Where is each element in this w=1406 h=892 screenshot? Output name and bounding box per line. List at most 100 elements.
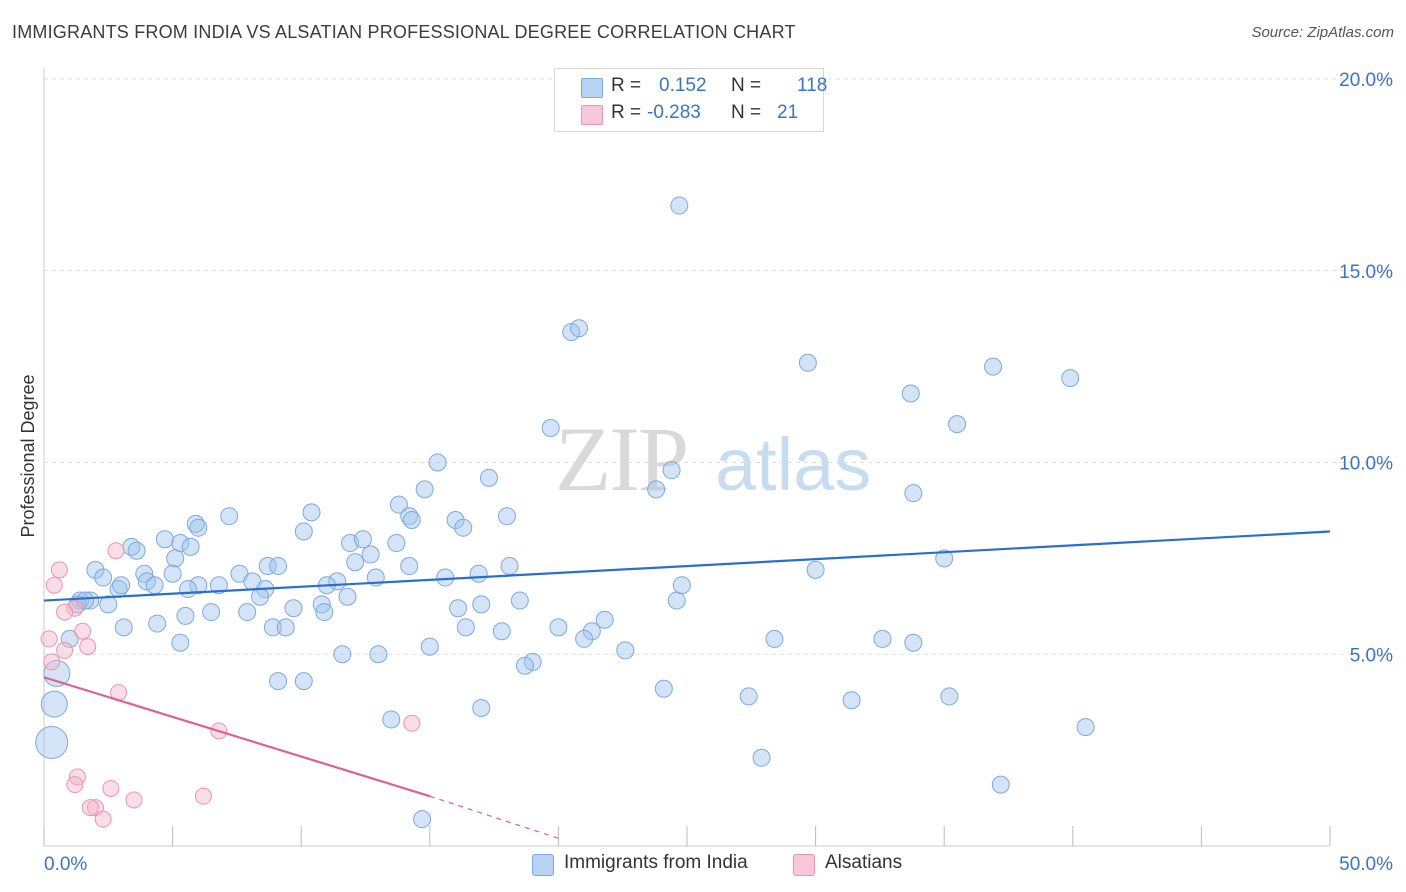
data-point-india bbox=[387, 534, 406, 553]
y-tick-label: 5.0% bbox=[1350, 645, 1393, 666]
data-point-india bbox=[948, 415, 967, 434]
data-point-india bbox=[413, 810, 432, 829]
data-point-india bbox=[415, 480, 434, 499]
legend-n-value: 21 bbox=[777, 102, 799, 123]
data-point-india bbox=[873, 629, 892, 648]
series-immigrants-from-india bbox=[35, 196, 1095, 829]
source-label: Source: ZipAtlas.com bbox=[1251, 24, 1394, 41]
data-point-india bbox=[346, 553, 365, 572]
data-point-india bbox=[569, 319, 588, 338]
data-point-alsatians bbox=[56, 641, 74, 659]
data-point-india bbox=[420, 637, 439, 656]
data-point-india bbox=[984, 357, 1003, 376]
data-point-alsatians bbox=[66, 599, 84, 617]
data-point-india bbox=[739, 687, 758, 706]
data-point-alsatians bbox=[125, 791, 143, 809]
data-point-india bbox=[269, 557, 288, 576]
data-point-india bbox=[258, 557, 277, 576]
data-point-india bbox=[842, 691, 861, 710]
data-point-alsatians bbox=[403, 714, 421, 732]
data-point-india bbox=[251, 587, 270, 606]
data-point-india bbox=[189, 576, 208, 595]
data-point-india bbox=[670, 196, 689, 215]
data-point-india bbox=[294, 522, 313, 541]
data-point-india bbox=[400, 557, 419, 576]
data-point-india bbox=[672, 576, 691, 595]
data-point-india bbox=[35, 725, 69, 759]
legend-swatch-blue bbox=[581, 78, 603, 98]
data-point-india bbox=[667, 591, 686, 610]
data-point-india bbox=[302, 503, 321, 522]
data-point-alsatians bbox=[107, 542, 125, 560]
data-point-india bbox=[220, 507, 239, 526]
chart-title: IMMIGRANTS FROM INDIA VS ALSATIAN PROFES… bbox=[12, 22, 796, 42]
correlation-legend: R = 0.152 N = 118 R = -0.283 N = 21 bbox=[554, 68, 827, 132]
watermark-zip: ZIP bbox=[555, 408, 687, 510]
legend-r-label: R = bbox=[611, 102, 642, 123]
data-point-india bbox=[904, 633, 923, 652]
data-point-india bbox=[114, 618, 133, 637]
data-point-india bbox=[145, 576, 164, 595]
data-point-india bbox=[60, 629, 79, 648]
data-point-india bbox=[202, 603, 221, 622]
data-point-india bbox=[353, 530, 372, 549]
data-point-india bbox=[446, 511, 465, 530]
x-tick-label: 50.0% bbox=[1339, 854, 1393, 875]
data-point-india bbox=[40, 690, 68, 718]
data-point-india bbox=[472, 595, 491, 614]
data-point-india bbox=[166, 549, 185, 568]
data-point-india bbox=[449, 599, 468, 618]
x-tick-label: 0.0% bbox=[44, 854, 87, 875]
data-point-india bbox=[86, 560, 105, 579]
bottom-legend-swatch-blue bbox=[532, 854, 554, 876]
legend-swatch-pink bbox=[581, 105, 603, 125]
data-point-india bbox=[765, 629, 784, 648]
data-point-alsatians bbox=[81, 799, 99, 817]
data-point-india bbox=[294, 672, 313, 691]
data-point-india bbox=[155, 530, 174, 549]
data-point-india bbox=[935, 549, 954, 568]
y-tick-label: 20.0% bbox=[1339, 70, 1393, 91]
trend-lines bbox=[43, 530, 1331, 839]
bottom-legend-label: Alsatians bbox=[825, 852, 903, 873]
data-point-india bbox=[1061, 369, 1080, 388]
legend-r-label: R = bbox=[611, 75, 642, 96]
grid-lines bbox=[44, 78, 1394, 655]
data-point-alsatians bbox=[102, 779, 120, 797]
data-point-india bbox=[112, 576, 131, 595]
data-point-india bbox=[209, 576, 228, 595]
data-point-india bbox=[436, 568, 455, 587]
y-axis-label: Professional Degree bbox=[18, 374, 38, 537]
bottom-legend-swatch-pink bbox=[793, 854, 815, 876]
data-point-india bbox=[469, 564, 488, 583]
data-point-india bbox=[402, 511, 421, 530]
data-point-alsatians bbox=[56, 603, 74, 621]
data-point-india bbox=[500, 557, 519, 576]
data-point-india bbox=[492, 622, 511, 641]
data-point-india bbox=[148, 614, 167, 633]
data-point-india bbox=[662, 461, 681, 480]
data-point-alsatians bbox=[50, 561, 68, 579]
data-point-india bbox=[361, 545, 380, 564]
data-point-india bbox=[575, 629, 594, 648]
data-point-india bbox=[382, 710, 401, 729]
data-point-alsatians bbox=[45, 576, 63, 594]
data-point-india bbox=[901, 384, 920, 403]
data-point-india bbox=[389, 495, 408, 514]
data-point-alsatians bbox=[40, 630, 58, 648]
data-point-india bbox=[333, 645, 352, 664]
y-tick-label: 10.0% bbox=[1339, 454, 1393, 475]
data-point-india bbox=[647, 480, 666, 499]
series-alsatians bbox=[40, 542, 421, 828]
data-point-india bbox=[515, 656, 534, 675]
tick-labels: 5.0% 10.0% 15.0% 20.0% 0.0% 50.0% bbox=[44, 70, 1393, 875]
data-point-india bbox=[369, 645, 388, 664]
data-point-india bbox=[1076, 718, 1095, 737]
data-point-india bbox=[284, 599, 303, 618]
data-point-india bbox=[991, 775, 1010, 794]
data-point-alsatians bbox=[79, 638, 97, 656]
data-point-india bbox=[428, 453, 447, 472]
legend-n-label: N = bbox=[731, 75, 762, 96]
data-point-india bbox=[497, 507, 516, 526]
